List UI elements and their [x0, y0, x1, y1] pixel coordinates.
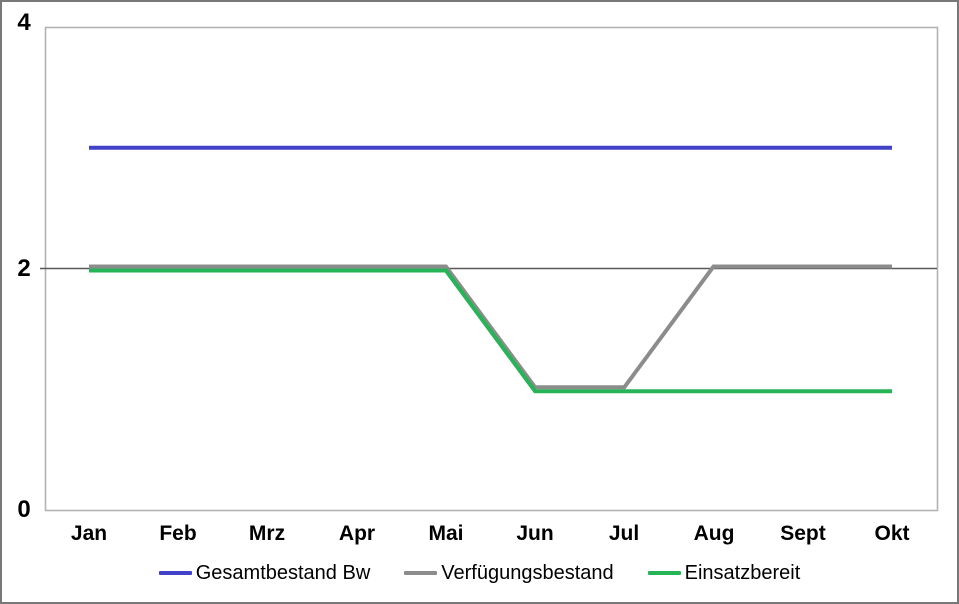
series-line-1 — [89, 264, 892, 390]
x-axis-tick-mai: Mai — [428, 522, 464, 545]
legend-label: Einsatzbereit — [684, 561, 801, 584]
x-axis-tick-mrz: Mrz — [248, 522, 286, 545]
x-axis-tick-jul: Jul — [608, 522, 640, 545]
legend-item-einsatzbereit: Einsatzbereit — [647, 561, 801, 585]
legend-line-swatch-gray — [404, 571, 438, 575]
x-axis-tick-sept: Sept — [780, 522, 826, 545]
x-axis-tick-jan: Jan — [70, 522, 108, 545]
plot-lines — [89, 145, 892, 394]
series-line-2 — [89, 268, 892, 394]
y-axis-tick-2: 2 — [17, 255, 31, 282]
legend: Gesamtbestand Bw Verfügungsbestand Einsa… — [2, 559, 957, 587]
legend-item-verfuegungsbestand: Verfügungsbestand — [404, 561, 614, 585]
legend-line-swatch-green — [647, 571, 681, 575]
y-axis-tick-0: 0 — [17, 496, 31, 523]
x-axis-tick-feb: Feb — [159, 522, 197, 545]
legend-item-gesamtbestand: Gesamtbestand Bw — [158, 561, 371, 585]
legend-label: Verfügungsbestand — [441, 561, 614, 584]
legend-label: Gesamtbestand Bw — [195, 561, 371, 584]
x-axis-tick-apr: Apr — [338, 522, 376, 545]
x-axis-tick-okt: Okt — [874, 522, 910, 545]
x-axis-tick-jun: Jun — [516, 522, 554, 545]
legend-line-swatch-blue — [158, 571, 192, 575]
x-axis-tick-aug: Aug — [693, 522, 735, 545]
y-axis-tick-4: 4 — [17, 9, 31, 36]
